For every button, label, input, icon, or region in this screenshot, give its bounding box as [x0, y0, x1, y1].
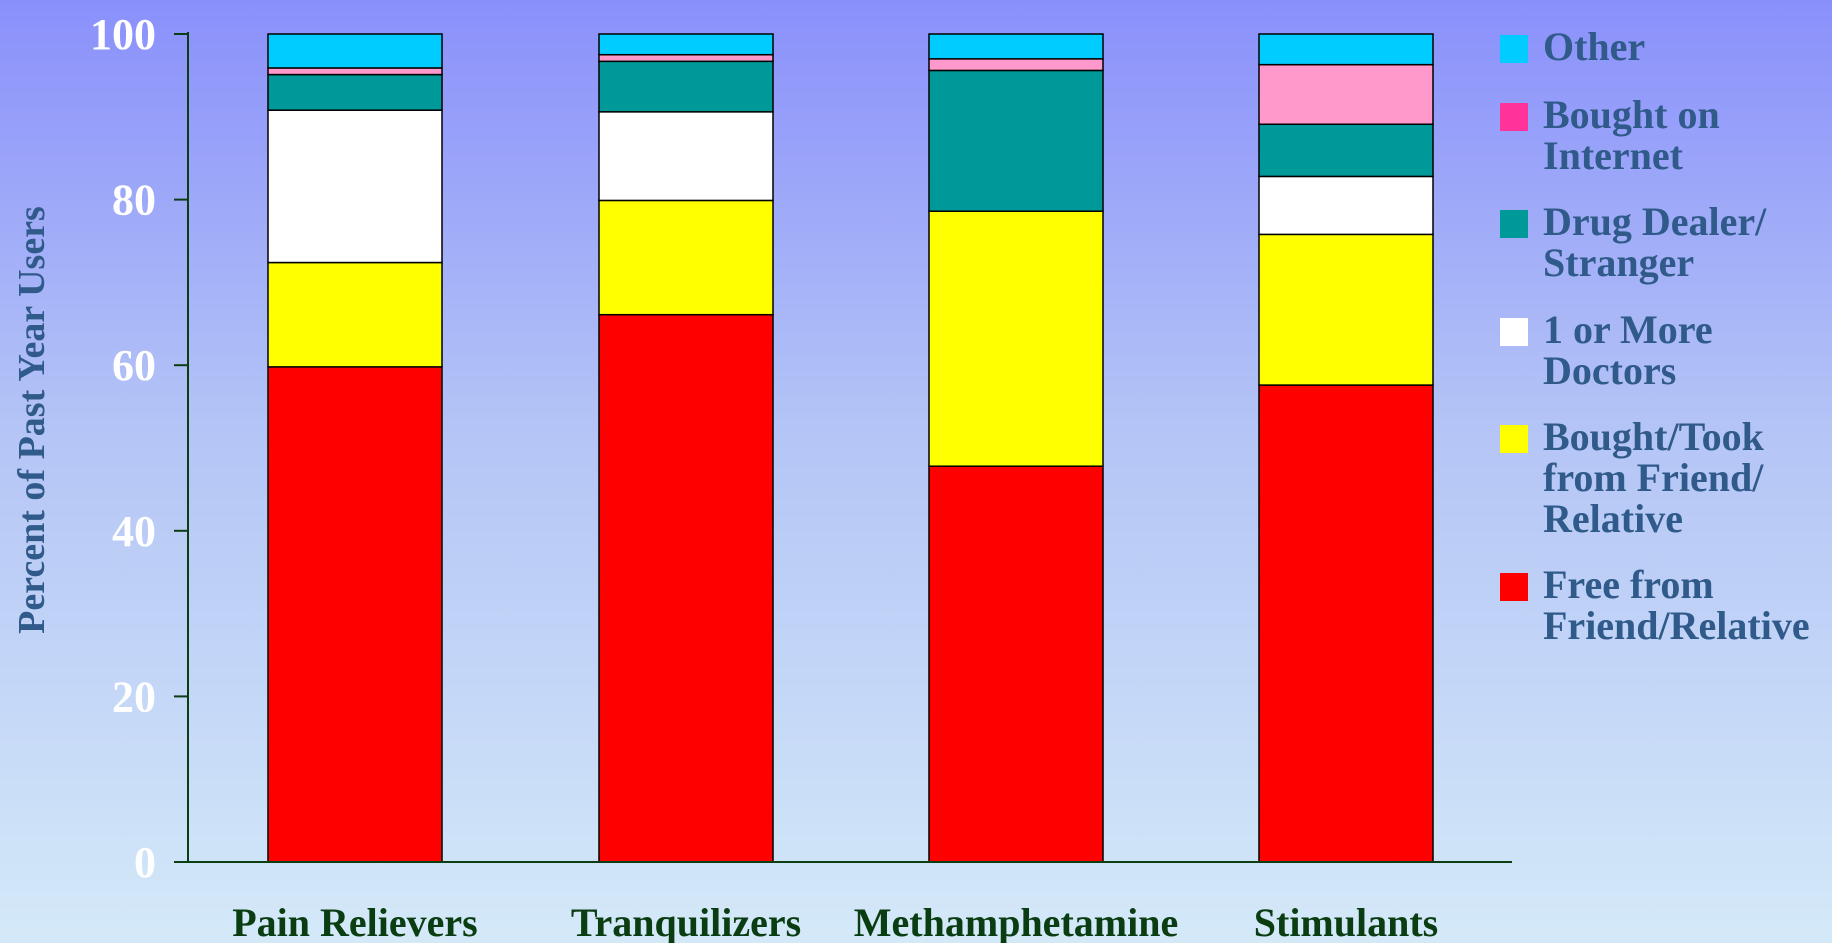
legend-item: Other: [1500, 24, 1645, 69]
bar-segment: [1258, 63, 1434, 126]
legend-swatch: [1500, 573, 1528, 601]
legend-label: Doctors: [1543, 348, 1676, 393]
bar-segment: [928, 33, 1104, 60]
y-axis-label: Percent of Past Year Users: [11, 206, 53, 634]
bar-segment: [598, 313, 774, 863]
bar-segment: [928, 210, 1104, 467]
legend-label: 1 or More: [1543, 307, 1713, 352]
legend-swatch: [1500, 318, 1528, 346]
legend-label: Friend/Relative: [1543, 603, 1810, 648]
y-tick-label: 60: [112, 341, 156, 390]
legend-label: Drug Dealer/: [1543, 199, 1767, 244]
x-axis: Pain Relievers Tranquilizers Methamphetami…: [188, 861, 1512, 943]
y-tick-label: 40: [112, 507, 156, 556]
bar-segment: [1258, 123, 1434, 178]
y-axis: 0 20 40 60 80 100: [90, 10, 189, 887]
bar-segment: [598, 53, 774, 63]
legend-label: Relative: [1543, 496, 1683, 541]
legend-label: Bought on: [1543, 92, 1720, 137]
x-category-label: Tranquilizers: [571, 900, 801, 943]
legend-label: Other: [1543, 24, 1645, 69]
bar-segment: [267, 366, 443, 863]
bar-segment: [598, 199, 774, 316]
legend-swatch: [1500, 103, 1528, 131]
x-category-label: Stimulants: [1254, 900, 1439, 943]
legend-swatch: [1500, 35, 1528, 63]
bar-group: [928, 33, 1104, 863]
legend-item: Drug Dealer/Stranger: [1500, 199, 1767, 285]
bar-segment: [267, 67, 443, 76]
legend-label: from Friend/: [1543, 455, 1764, 500]
bar-group: [598, 33, 774, 863]
bar-segment: [1258, 233, 1434, 386]
bar-segment: [267, 261, 443, 368]
legend-label: Stranger: [1543, 240, 1694, 285]
bar-segment: [598, 33, 774, 56]
bar-segment: [1258, 33, 1434, 66]
bar-segment: [928, 58, 1104, 72]
x-category-label: Methamphetamine: [854, 900, 1178, 943]
legend-label: Internet: [1543, 133, 1684, 178]
x-category-label: Pain Relievers: [232, 900, 478, 943]
bar-segment: [1258, 384, 1434, 863]
y-tick-label: 20: [112, 672, 156, 721]
bar-segment: [267, 109, 443, 264]
bar-segment: [267, 73, 443, 111]
bar-segment: [598, 60, 774, 113]
y-tick-label: 0: [134, 838, 156, 887]
y-tick-label: 80: [112, 176, 156, 225]
bar-group: [267, 33, 443, 863]
legend-swatch: [1500, 210, 1528, 238]
legend-swatch: [1500, 425, 1528, 453]
bar-segment: [928, 69, 1104, 212]
bar-segment: [267, 33, 443, 69]
bars: [267, 33, 1434, 863]
y-tick-label: 100: [90, 10, 156, 59]
bar-segment: [928, 465, 1104, 863]
legend-label: Bought/Took: [1543, 414, 1765, 459]
legend-label: Free from: [1543, 562, 1714, 607]
bar-group: [1258, 33, 1434, 863]
bar-segment: [598, 111, 774, 202]
bar-segment: [1258, 175, 1434, 236]
